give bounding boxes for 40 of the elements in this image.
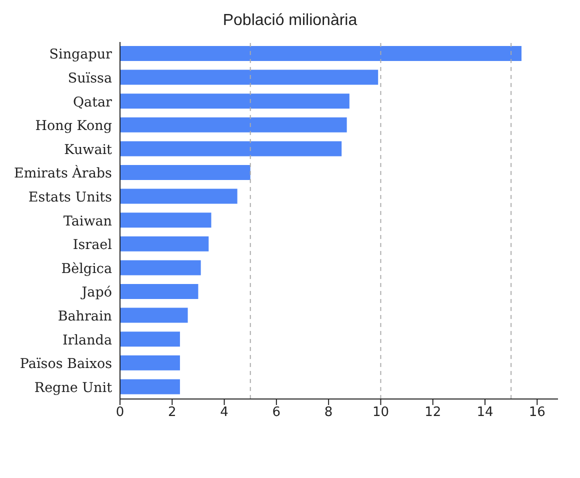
y-tick-label: Irlanda [62, 332, 112, 348]
bar [120, 332, 180, 347]
bar [120, 165, 250, 180]
x-tick-label: 8 [324, 405, 333, 420]
x-tick-label: 2 [168, 405, 176, 420]
y-tick-label: Singapur [49, 46, 113, 63]
y-tick-label: Suïssa [68, 70, 112, 86]
bar [120, 260, 201, 276]
x-tick-label: 6 [272, 405, 281, 420]
x-tick-label: 12 [424, 405, 442, 420]
bar [120, 188, 238, 204]
bar [120, 94, 350, 109]
bar [120, 212, 212, 228]
x-tick-label: 10 [372, 405, 389, 420]
bar [120, 308, 188, 323]
y-tick-label: Qatar [72, 94, 113, 110]
bar [120, 379, 180, 394]
y-tick-label: Israel [72, 237, 112, 254]
bar [120, 46, 522, 61]
y-tick-label: Bahrain [58, 308, 112, 324]
y-tick-label: Hong Kong [35, 118, 112, 134]
x-tick-label: 4 [220, 405, 228, 420]
bar [120, 355, 180, 370]
y-tick-label: Japó [80, 284, 112, 301]
chart-title: Població milionària [222, 11, 358, 31]
bar [120, 70, 378, 85]
x-tick-label: 0 [116, 405, 124, 420]
y-tick-label: Regne Unit [34, 380, 113, 396]
bar [120, 236, 209, 252]
x-tick-label: 16 [528, 405, 546, 420]
y-tick-label: Kuwait [64, 142, 113, 158]
x-tick-label: 14 [476, 405, 494, 420]
y-tick-label: Estats Units [28, 189, 112, 206]
y-tick-label: Taiwan [63, 213, 112, 230]
y-tick-label: Bèlgica [61, 260, 112, 277]
bar [120, 117, 347, 132]
bar [120, 141, 342, 156]
y-tick-label: Països Baixos [20, 356, 112, 372]
bar [120, 284, 198, 299]
y-tick-label: Emirats Àrabs [14, 164, 112, 182]
